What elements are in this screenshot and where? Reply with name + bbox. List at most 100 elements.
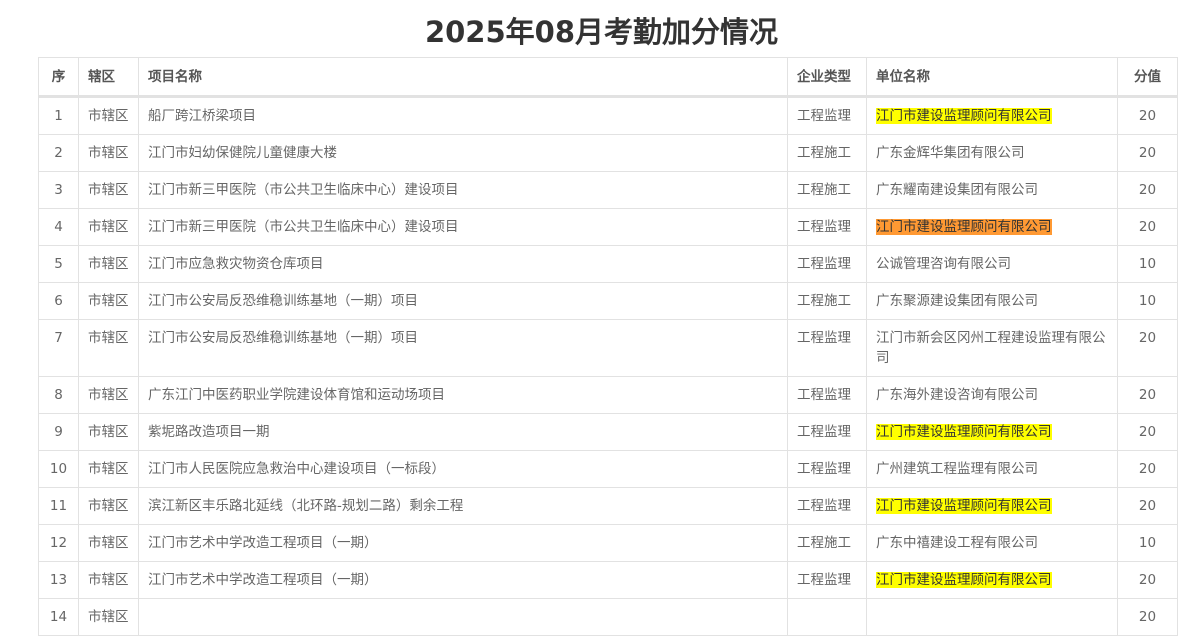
cell-score: 10 <box>1117 524 1178 562</box>
cell-project <box>138 598 788 636</box>
cell-district: 市辖区 <box>78 487 139 525</box>
cell-district-text: 市辖区 <box>88 145 129 161</box>
cell-project: 江门市新三甲医院（市公共卫生临床中心）建设项目 <box>138 208 788 246</box>
cell-company-text: 公诚管理咨询有限公司 <box>876 256 1011 272</box>
cell-project: 江门市艺术中学改造工程项目（一期） <box>138 561 788 599</box>
cell-type: 工程监理 <box>787 245 867 283</box>
attendance-table: 序 辖区 项目名称 企业类型 单位名称 分值 1 市辖区 船厂跨江桥梁项目 工程监理江… <box>38 57 1178 636</box>
cell-type: 工程监理 <box>787 96 867 135</box>
cell-district-text: 市辖区 <box>88 498 129 514</box>
cell-company: 广东海外建设咨询有限公司 <box>866 376 1118 414</box>
cell-company: 江门市建设监理顾问有限公司 <box>866 561 1118 599</box>
cell-company: 江门市新会区冈州工程建设监理有限公司 <box>866 319 1118 377</box>
table-row: 5 市辖区 江门市应急救灾物资仓库项目 工程监理 公诚管理咨询有限公司 10 <box>38 245 1178 283</box>
cell-company-text: 广东中禧建设工程有限公司 <box>876 535 1038 551</box>
cell-district: 市辖区 <box>78 96 139 135</box>
cell-score-text: 20 <box>1138 609 1157 625</box>
cell-no: 6 <box>38 282 79 320</box>
table-row: 2 市辖区 江门市妇幼保健院儿童健康大楼 工程施工 广东金辉华集团有限公司 20 <box>38 134 1178 172</box>
cell-district: 市辖区 <box>78 171 139 209</box>
cell-score-text: 20 <box>1138 498 1157 514</box>
cell-no: 10 <box>38 450 79 488</box>
cell-company-text: 江门市建设监理顾问有限公司 <box>876 498 1052 514</box>
cell-type-text: 工程监理 <box>797 219 851 235</box>
table-row: 11 市辖区 滨江新区丰乐路北延线（北环路-规划二路）剩余工程 工程监理 江门市建设监理… <box>38 487 1178 525</box>
cell-company-text: 江门市新会区冈州工程建设监理有限公司 <box>876 330 1106 366</box>
cell-score: 20 <box>1117 561 1178 599</box>
cell-no-text: 14 <box>49 609 68 625</box>
cell-score-text: 20 <box>1138 572 1157 588</box>
cell-type-text: 工程监理 <box>797 424 851 440</box>
cell-no: 8 <box>38 376 79 414</box>
cell-company <box>866 598 1118 636</box>
table-header-row: 序 辖区 项目名称 企业类型 单位名称 分值 <box>38 57 1178 98</box>
cell-score: 20 <box>1117 134 1178 172</box>
cell-company: 广州建筑工程监理有限公司 <box>866 450 1118 488</box>
cell-project-text: 江门市公安局反恐维稳训练基地（一期）项目 <box>148 330 418 346</box>
cell-no-text: 5 <box>54 256 63 272</box>
cell-type: 工程监理 <box>787 487 867 525</box>
cell-project-text: 江门市艺术中学改造工程项目（一期） <box>148 572 378 588</box>
cell-district: 市辖区 <box>78 245 139 283</box>
cell-district-text: 市辖区 <box>88 461 129 477</box>
cell-no: 7 <box>38 319 79 377</box>
cell-no: 2 <box>38 134 79 172</box>
cell-no: 13 <box>38 561 79 599</box>
cell-score: 10 <box>1117 282 1178 320</box>
cell-score: 20 <box>1117 376 1178 414</box>
cell-company-text: 江门市建设监理顾问有限公司 <box>876 424 1052 440</box>
header-type: 企业类型 <box>787 57 867 98</box>
cell-score-text: 20 <box>1138 108 1157 124</box>
cell-score-text: 20 <box>1138 424 1157 440</box>
cell-no-text: 10 <box>49 461 68 477</box>
cell-type: 工程施工 <box>787 524 867 562</box>
cell-no-text: 11 <box>49 498 68 514</box>
cell-district-text: 市辖区 <box>88 424 129 440</box>
cell-district-text: 市辖区 <box>88 182 129 198</box>
cell-company-text: 广东耀南建设集团有限公司 <box>876 182 1038 198</box>
page-title: 2025年08月考勤加分情况 <box>424 15 779 49</box>
cell-project-text: 江门市新三甲医院（市公共卫生临床中心）建设项目 <box>148 182 459 198</box>
cell-district: 市辖区 <box>78 598 139 636</box>
header-score: 分值 <box>1117 57 1178 98</box>
cell-score: 20 <box>1117 96 1178 135</box>
cell-no-text: 12 <box>49 535 68 551</box>
cell-district: 市辖区 <box>78 319 139 377</box>
cell-no-text: 1 <box>54 108 63 124</box>
cell-district: 市辖区 <box>78 376 139 414</box>
cell-district: 市辖区 <box>78 524 139 562</box>
cell-no: 12 <box>38 524 79 562</box>
cell-project: 广东江门中医药职业学院建设体育馆和运动场项目 <box>138 376 788 414</box>
cell-type-text: 工程施工 <box>797 145 851 161</box>
cell-project-text: 滨江新区丰乐路北延线（北环路-规划二路）剩余工程 <box>148 498 464 514</box>
cell-score: 20 <box>1117 450 1178 488</box>
cell-company: 广东耀南建设集团有限公司 <box>866 171 1118 209</box>
cell-project-text: 船厂跨江桥梁项目 <box>148 108 256 124</box>
cell-project: 船厂跨江桥梁项目 <box>138 96 788 135</box>
cell-type: 工程监理 <box>787 376 867 414</box>
cell-project: 江门市新三甲医院（市公共卫生临床中心）建设项目 <box>138 171 788 209</box>
cell-no-text: 3 <box>54 182 63 198</box>
cell-company: 江门市建设监理顾问有限公司 <box>866 413 1118 451</box>
cell-district-text: 市辖区 <box>88 535 129 551</box>
cell-project: 江门市应急救灾物资仓库项目 <box>138 245 788 283</box>
cell-no-text: 6 <box>54 293 63 309</box>
cell-no: 5 <box>38 245 79 283</box>
cell-district-text: 市辖区 <box>88 219 129 235</box>
cell-district-text: 市辖区 <box>88 609 129 625</box>
cell-company: 江门市建设监理顾问有限公司 <box>866 96 1118 135</box>
cell-no: 14 <box>38 598 79 636</box>
cell-score: 20 <box>1117 171 1178 209</box>
cell-type: 工程施工 <box>787 171 867 209</box>
cell-company-text: 广东海外建设咨询有限公司 <box>876 387 1038 403</box>
cell-score-text: 20 <box>1138 182 1157 198</box>
cell-type-text: 工程监理 <box>797 461 851 477</box>
cell-type: 工程监理 <box>787 561 867 599</box>
cell-project-text: 江门市新三甲医院（市公共卫生临床中心）建设项目 <box>148 219 459 235</box>
table-row: 9 市辖区 紫坭路改造项目一期 工程监理 江门市建设监理顾问有限公司 20 <box>38 413 1178 451</box>
cell-no-text: 7 <box>54 330 63 346</box>
cell-district: 市辖区 <box>78 208 139 246</box>
cell-project: 江门市公安局反恐维稳训练基地（一期）项目 <box>138 319 788 377</box>
cell-score-text: 20 <box>1138 461 1157 477</box>
cell-project-text: 紫坭路改造项目一期 <box>148 424 270 440</box>
